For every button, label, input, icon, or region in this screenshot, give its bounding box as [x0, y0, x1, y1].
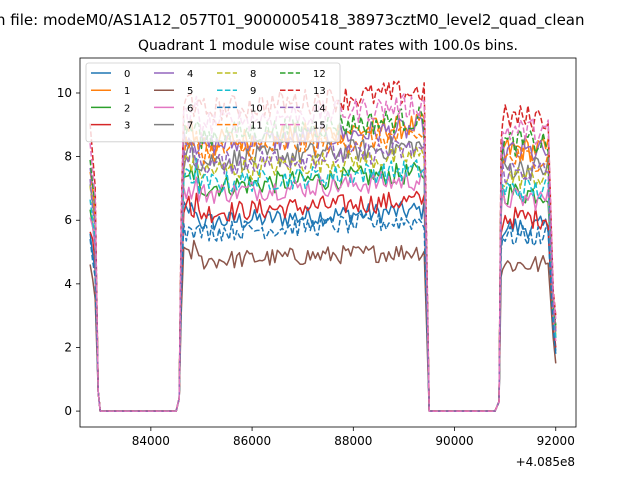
axes-frame: [79, 57, 577, 428]
series-line-10: [89, 213, 557, 412]
x-tick-label: 92000: [537, 434, 575, 448]
legend-label-14: 14: [313, 103, 326, 114]
suptitle: n file: modeM0/AS1A12_057T01_9000005418_…: [0, 11, 585, 30]
legend-label-5: 5: [187, 86, 193, 97]
legend-label-6: 6: [187, 103, 193, 114]
series-line-8: [89, 146, 557, 412]
legend-label-3: 3: [124, 121, 130, 132]
legend-label-1: 1: [124, 86, 130, 97]
y-tick-label: 6: [64, 213, 72, 227]
x-tick-label: 88000: [334, 434, 372, 448]
y-tick-label: 10: [57, 86, 72, 100]
legend-label-0: 0: [124, 69, 130, 80]
legend-label-15: 15: [313, 121, 326, 132]
legend-label-4: 4: [187, 69, 193, 80]
x-tick-label: 90000: [435, 434, 473, 448]
y-tick-label: 8: [64, 150, 72, 164]
x-tick-label: 86000: [233, 434, 271, 448]
legend-label-13: 13: [313, 86, 326, 97]
legend-label-9: 9: [250, 86, 256, 97]
legend-label-10: 10: [250, 103, 263, 114]
legend-label-7: 7: [187, 121, 193, 132]
legend-label-2: 2: [124, 103, 130, 114]
legend-frame: [85, 62, 341, 143]
x-tick-label: 84000: [132, 434, 170, 448]
legend-label-8: 8: [250, 69, 256, 80]
x-axis: 84000 86000 88000 90000 92000: [132, 427, 575, 448]
y-tick-label: 0: [64, 404, 72, 418]
chart-title: Quadrant 1 module wise count rates with …: [138, 38, 518, 54]
y-tick-label: 4: [64, 277, 72, 291]
y-axis: 0 2 4 6 8 10: [57, 86, 80, 418]
y-tick-label: 2: [64, 340, 72, 354]
legend-label-12: 12: [313, 69, 326, 80]
legend-label-11: 11: [250, 121, 263, 132]
x-offset-label: +4.085e8: [516, 455, 575, 469]
